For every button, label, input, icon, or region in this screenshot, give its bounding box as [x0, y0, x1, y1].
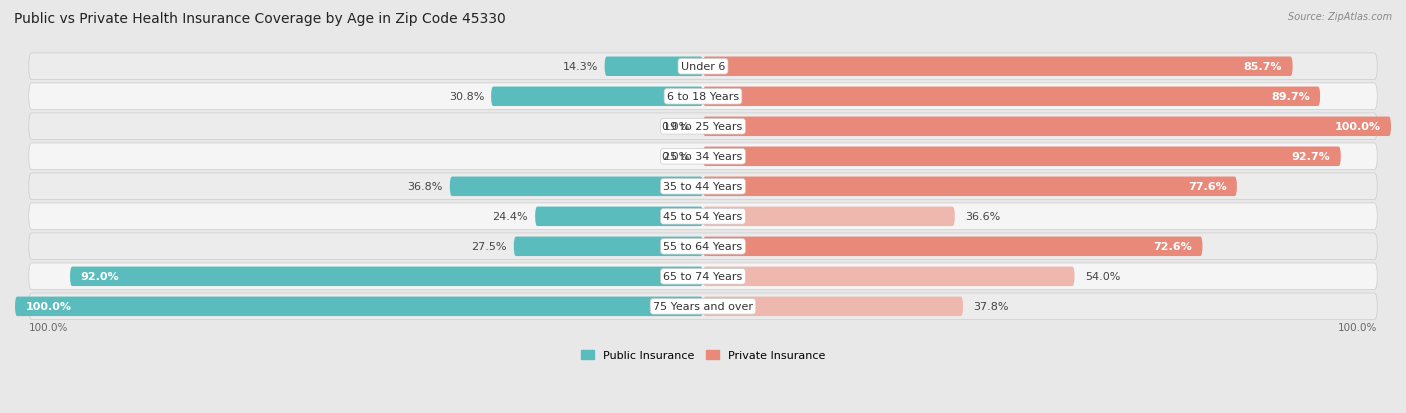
FancyBboxPatch shape — [28, 204, 1378, 230]
FancyBboxPatch shape — [28, 54, 1378, 81]
FancyBboxPatch shape — [703, 87, 1320, 107]
FancyBboxPatch shape — [28, 293, 1378, 320]
Text: 36.8%: 36.8% — [408, 182, 443, 192]
Legend: Public Insurance, Private Insurance: Public Insurance, Private Insurance — [576, 345, 830, 365]
Text: 30.8%: 30.8% — [449, 92, 484, 102]
Text: 14.3%: 14.3% — [562, 62, 598, 72]
Text: 72.6%: 72.6% — [1153, 242, 1192, 252]
FancyBboxPatch shape — [513, 237, 703, 256]
FancyBboxPatch shape — [703, 297, 963, 316]
FancyBboxPatch shape — [703, 237, 1202, 256]
Text: 92.0%: 92.0% — [80, 272, 120, 282]
Text: 89.7%: 89.7% — [1271, 92, 1310, 102]
Text: 36.6%: 36.6% — [965, 212, 1001, 222]
FancyBboxPatch shape — [703, 147, 1341, 166]
Text: 54.0%: 54.0% — [1085, 272, 1121, 282]
Text: Source: ZipAtlas.com: Source: ZipAtlas.com — [1288, 12, 1392, 22]
Text: 27.5%: 27.5% — [471, 242, 508, 252]
Text: 100.0%: 100.0% — [28, 322, 67, 332]
FancyBboxPatch shape — [703, 177, 1237, 197]
FancyBboxPatch shape — [28, 144, 1378, 170]
Text: 37.8%: 37.8% — [973, 301, 1010, 311]
Text: 92.7%: 92.7% — [1292, 152, 1330, 162]
Text: 75 Years and over: 75 Years and over — [652, 301, 754, 311]
Text: 100.0%: 100.0% — [1334, 122, 1381, 132]
FancyBboxPatch shape — [28, 263, 1378, 290]
FancyBboxPatch shape — [703, 57, 1292, 77]
FancyBboxPatch shape — [28, 173, 1378, 200]
FancyBboxPatch shape — [605, 57, 703, 77]
Text: 19 to 25 Years: 19 to 25 Years — [664, 122, 742, 132]
FancyBboxPatch shape — [28, 114, 1378, 140]
Text: Public vs Private Health Insurance Coverage by Age in Zip Code 45330: Public vs Private Health Insurance Cover… — [14, 12, 506, 26]
Text: Under 6: Under 6 — [681, 62, 725, 72]
Text: 77.6%: 77.6% — [1188, 182, 1226, 192]
Text: 45 to 54 Years: 45 to 54 Years — [664, 212, 742, 222]
Text: 6 to 18 Years: 6 to 18 Years — [666, 92, 740, 102]
Text: 100.0%: 100.0% — [1339, 322, 1378, 332]
Text: 0.0%: 0.0% — [661, 152, 689, 162]
Text: 25 to 34 Years: 25 to 34 Years — [664, 152, 742, 162]
FancyBboxPatch shape — [703, 267, 1074, 286]
Text: 24.4%: 24.4% — [492, 212, 529, 222]
Text: 55 to 64 Years: 55 to 64 Years — [664, 242, 742, 252]
Text: 35 to 44 Years: 35 to 44 Years — [664, 182, 742, 192]
FancyBboxPatch shape — [15, 297, 703, 316]
Text: 0.0%: 0.0% — [661, 122, 689, 132]
FancyBboxPatch shape — [703, 207, 955, 226]
FancyBboxPatch shape — [491, 87, 703, 107]
FancyBboxPatch shape — [28, 84, 1378, 110]
Text: 85.7%: 85.7% — [1244, 62, 1282, 72]
FancyBboxPatch shape — [703, 117, 1391, 137]
Text: 65 to 74 Years: 65 to 74 Years — [664, 272, 742, 282]
Text: 100.0%: 100.0% — [25, 301, 72, 311]
FancyBboxPatch shape — [70, 267, 703, 286]
FancyBboxPatch shape — [28, 233, 1378, 260]
FancyBboxPatch shape — [450, 177, 703, 197]
FancyBboxPatch shape — [536, 207, 703, 226]
